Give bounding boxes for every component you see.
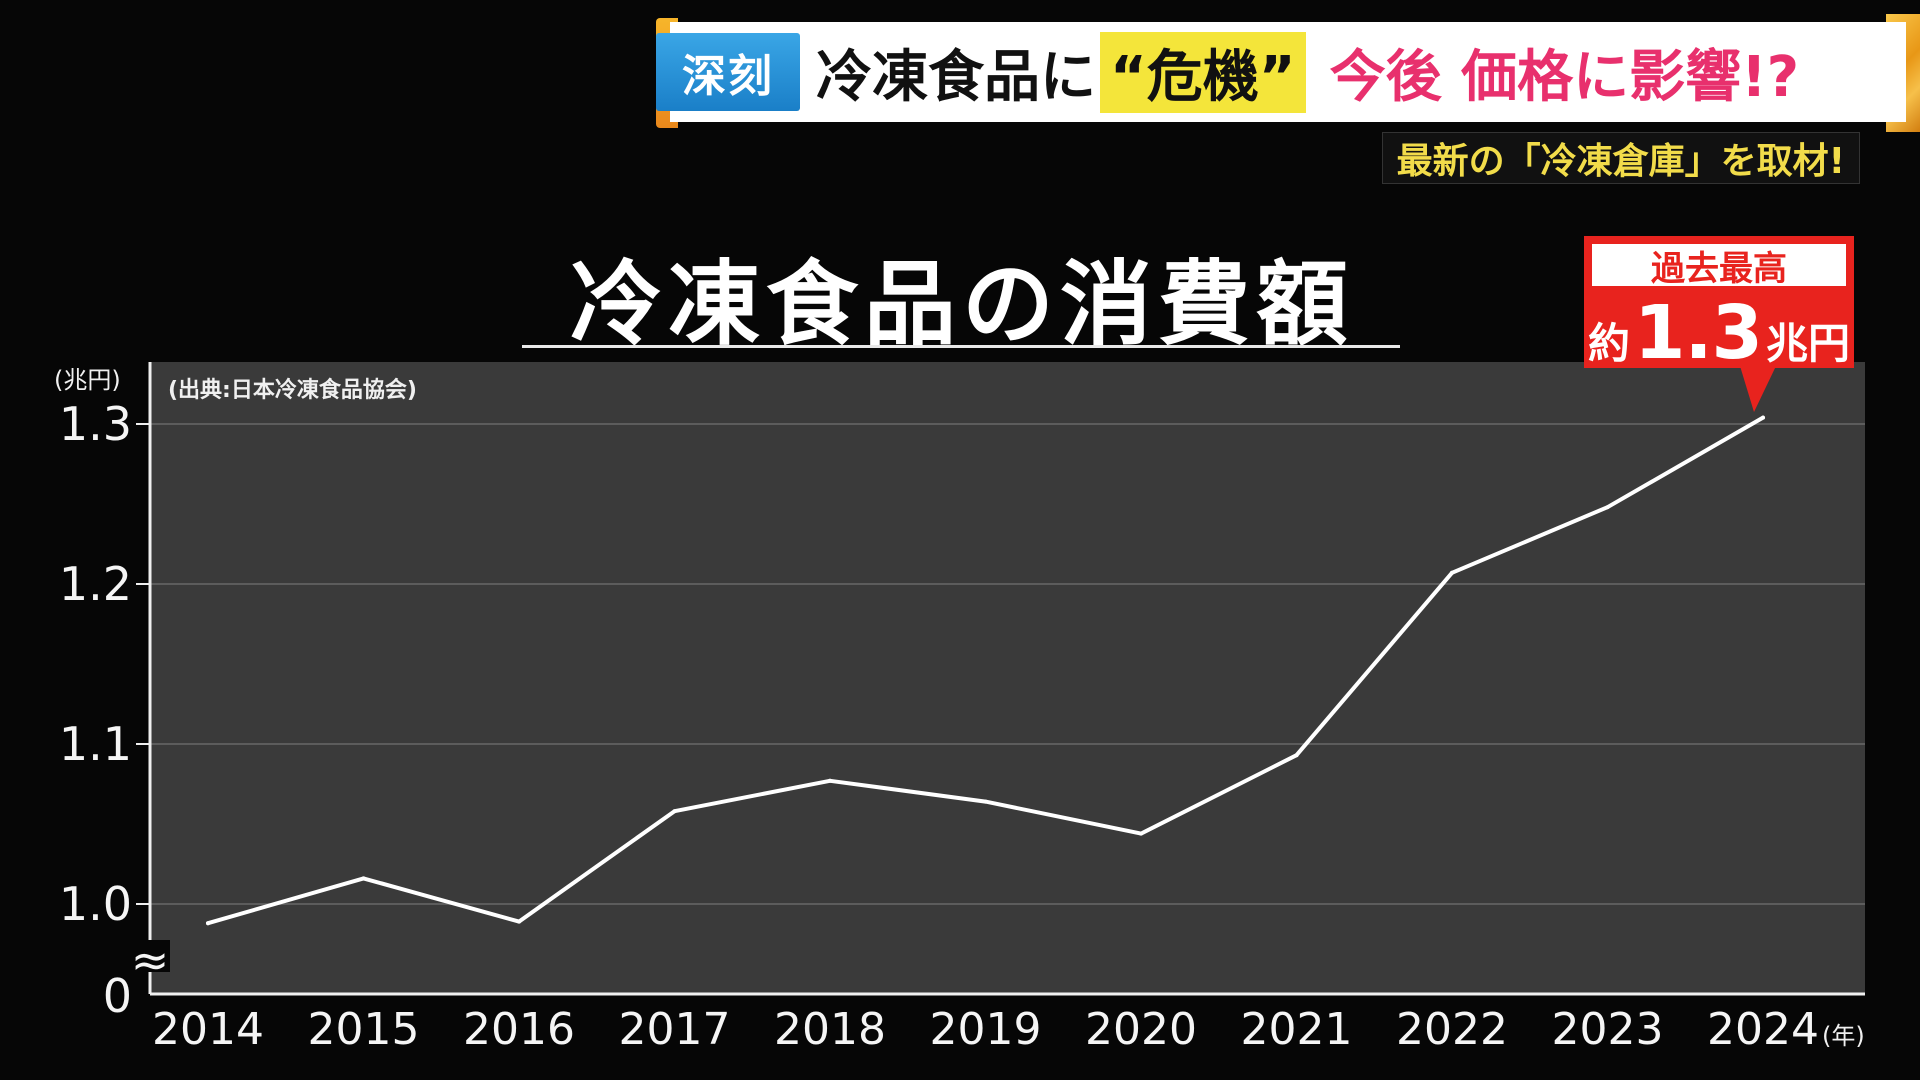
x-tick-label: 2017	[619, 1004, 731, 1055]
data-point-2023	[1605, 505, 1610, 510]
x-tick-label: 2022	[1396, 1004, 1508, 1055]
sub-headline: 最新の「冷凍倉庫」を取材!	[1381, 132, 1860, 184]
y-tick-label: 1.2	[59, 557, 132, 611]
x-tick-label: 2014	[152, 1004, 264, 1055]
y-tick-label: 1.0	[59, 877, 132, 931]
series-line	[206, 415, 1765, 926]
x-axis-unit: (年)	[1822, 1022, 1865, 1050]
data-point-2022	[1450, 570, 1454, 575]
callout-prefix: 約	[1587, 319, 1630, 368]
x-tick-label: 2016	[463, 1004, 575, 1055]
x-tick-label: 2019	[930, 1004, 1042, 1055]
x-tick-label: 2018	[774, 1004, 886, 1055]
y-tick-label: 1.1	[59, 717, 132, 771]
callout-label: 過去最高	[1592, 244, 1846, 289]
y-origin-label: 0	[103, 969, 132, 1023]
callout-value: 1.3	[1633, 290, 1763, 376]
data-point-2015	[361, 876, 366, 881]
y-axis-unit: (兆円)	[54, 366, 121, 394]
axis-break-symbol: ≈	[131, 933, 170, 987]
headline-emphasis: 今後 価格に影響!?	[1329, 44, 1800, 110]
source-note: (出典:日本冷凍食品協会)	[168, 378, 417, 403]
data-point-2024	[1761, 415, 1765, 420]
headline-banner: 深刻 冷凍食品に “危機” 今後 価格に影響!?	[656, 14, 1920, 132]
x-tick-label: 2020	[1085, 1004, 1197, 1055]
y-tick-label: 1.3	[59, 397, 132, 451]
x-tick-label: 2021	[1241, 1004, 1353, 1055]
data-point-2018	[828, 778, 832, 783]
headline-panel: 深刻 冷凍食品に “危機” 今後 価格に影響!?	[656, 22, 1906, 122]
plot-area	[150, 362, 1865, 994]
data-point-2020	[1139, 831, 1143, 836]
x-tick-label: 2024	[1707, 1004, 1819, 1055]
badge-serious: 深刻	[656, 33, 800, 111]
title-underline	[522, 345, 1400, 348]
data-point-2021	[1294, 753, 1299, 758]
data-point-2014	[206, 921, 210, 926]
headline-highlight: “危機”	[1100, 31, 1306, 113]
headline-text: 冷凍食品に	[816, 44, 1096, 110]
x-tick-label: 2023	[1552, 1004, 1664, 1055]
callout-value-row: 約 1.3 兆円	[1584, 290, 1854, 376]
x-tick-label: 2015	[308, 1004, 420, 1055]
chart-title: 冷凍食品の消費額	[569, 250, 1354, 358]
axis-break-gap	[130, 940, 170, 972]
data-point-2017	[672, 809, 677, 814]
data-point-2016	[517, 919, 521, 924]
record-high-callout: 過去最高 約 1.3 兆円	[1584, 236, 1854, 376]
callout-suffix: 兆円	[1766, 319, 1851, 368]
data-point-2019	[983, 799, 988, 804]
callout-pointer	[1740, 366, 1776, 412]
